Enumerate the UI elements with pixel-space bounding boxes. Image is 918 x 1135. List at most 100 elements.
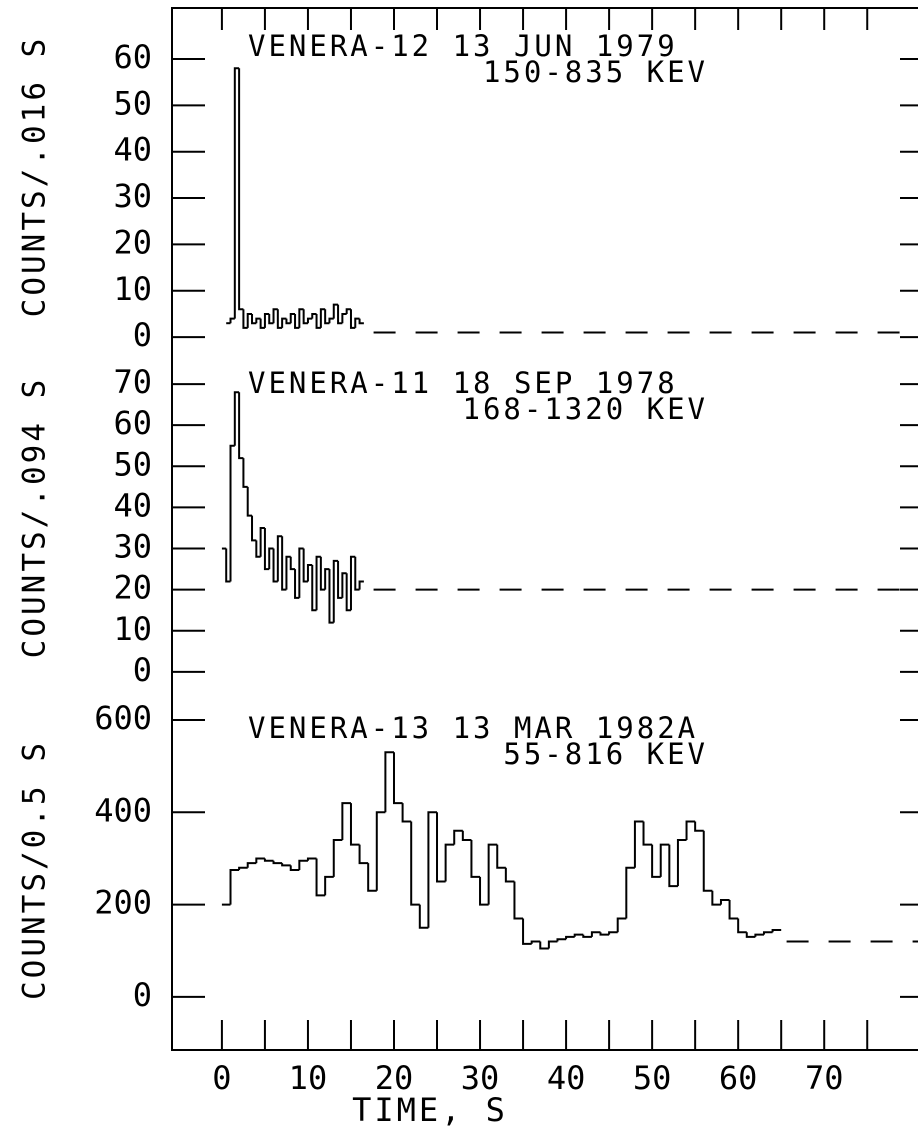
- step-segment: [324, 568, 330, 590]
- x-tick-label: 30: [461, 1059, 500, 1097]
- step-segment: [242, 309, 248, 329]
- plot-frame: [171, 7, 918, 1051]
- step-segment: [324, 309, 330, 325]
- step-segment: [616, 917, 627, 933]
- step-segment: [302, 309, 308, 325]
- x-tick-label: 40: [547, 1059, 586, 1097]
- y-axis-label: COUNTS/0.5 S: [17, 740, 53, 1000]
- step-segment: [315, 858, 326, 897]
- step-segment: [272, 860, 283, 865]
- step-segment: [332, 559, 339, 623]
- x-tick-label: 60: [719, 1059, 758, 1097]
- step-segment: [324, 875, 334, 896]
- step-segment: [354, 317, 360, 328]
- step-segment: [453, 829, 463, 845]
- step-segment: [263, 858, 274, 862]
- step-segment: [341, 802, 351, 840]
- step-segment: [311, 312, 317, 319]
- step-segment: [496, 844, 506, 869]
- step-segment: [401, 803, 412, 823]
- step-segment: [337, 304, 343, 325]
- step-segment: [328, 317, 334, 324]
- step-segment: [229, 869, 240, 905]
- step-segment: [294, 569, 300, 599]
- y-tick-label: 60: [113, 38, 152, 76]
- step-segment: [522, 918, 532, 945]
- step-segment: [659, 843, 670, 877]
- step-segment: [633, 820, 644, 868]
- x-axis-label: TIME, S: [352, 1091, 508, 1129]
- step-segment: [246, 862, 257, 868]
- step-segment: [504, 867, 515, 883]
- step-segment: [259, 318, 265, 329]
- step-segment: [556, 938, 567, 942]
- y-tick-label: 40: [113, 131, 152, 169]
- step-segment: [302, 548, 308, 583]
- y-tick-label: 10: [113, 270, 152, 308]
- step-segment: [281, 317, 287, 328]
- step-segment: [341, 572, 347, 598]
- step-segment: [281, 536, 287, 591]
- panel-title: VENERA-11 18 SEP 1978: [248, 366, 678, 400]
- step-segment: [285, 555, 291, 590]
- step-segment: [608, 931, 618, 935]
- step-segment: [229, 444, 235, 582]
- step-segment: [281, 863, 291, 867]
- y-tick-label: 50: [113, 84, 152, 122]
- panel-title: VENERA-13 13 MAR 1982A: [248, 711, 698, 745]
- step-segment: [341, 312, 347, 324]
- step-segment: [436, 812, 446, 883]
- step-segment: [367, 863, 377, 892]
- step-segment: [590, 931, 601, 937]
- step-segment: [298, 859, 308, 870]
- x-tick-label: 10: [289, 1059, 328, 1097]
- step-segment: [268, 313, 274, 325]
- step-segment: [354, 556, 360, 591]
- step-segment: [651, 844, 661, 878]
- y-axis-label: COUNTS/.016 S: [17, 36, 53, 318]
- step-segment: [238, 68, 244, 311]
- step-segment: [349, 803, 360, 846]
- y-tick-label: 40: [113, 486, 152, 524]
- step-segment: [384, 751, 394, 813]
- step-segment: [461, 830, 472, 841]
- step-segment: [694, 821, 704, 832]
- step-segment: [418, 904, 429, 929]
- step-segment: [345, 308, 351, 314]
- step-segment: [328, 569, 334, 624]
- step-segment: [311, 564, 317, 612]
- step-segment: [272, 548, 278, 583]
- step-segment: [685, 820, 696, 840]
- step-segment: [238, 392, 244, 460]
- y-tick-label: 400: [94, 791, 152, 829]
- step-segment: [582, 934, 592, 938]
- step-segment: [737, 918, 747, 934]
- step-segment: [337, 560, 343, 599]
- y-tick-label: 0: [133, 976, 152, 1014]
- y-tick-label: 20: [113, 223, 152, 261]
- step-segment: [276, 309, 283, 329]
- step-segment: [315, 555, 321, 611]
- y-tick-label: 60: [113, 404, 152, 442]
- step-segment: [298, 308, 304, 328]
- step-segment: [276, 535, 283, 582]
- y-axis-label: COUNTS/.094 S: [17, 377, 53, 659]
- step-segment: [392, 752, 403, 805]
- step-segment: [263, 312, 270, 328]
- y-tick-label: 0: [133, 651, 152, 689]
- step-segment: [251, 515, 257, 542]
- step-segment: [255, 857, 265, 864]
- x-tick-label: 0: [212, 1059, 231, 1097]
- panel-subtitle: 168-1320 KEV: [462, 392, 708, 426]
- step-segment: [225, 548, 231, 583]
- step-segment: [349, 309, 356, 329]
- step-segment: [668, 844, 678, 888]
- step-segment: [444, 843, 455, 882]
- step-segment: [345, 573, 351, 612]
- step-segment: [285, 318, 291, 325]
- step-segment: [263, 527, 270, 571]
- step-segment: [319, 308, 326, 328]
- step-segment: [771, 929, 782, 933]
- step-segment: [358, 844, 369, 865]
